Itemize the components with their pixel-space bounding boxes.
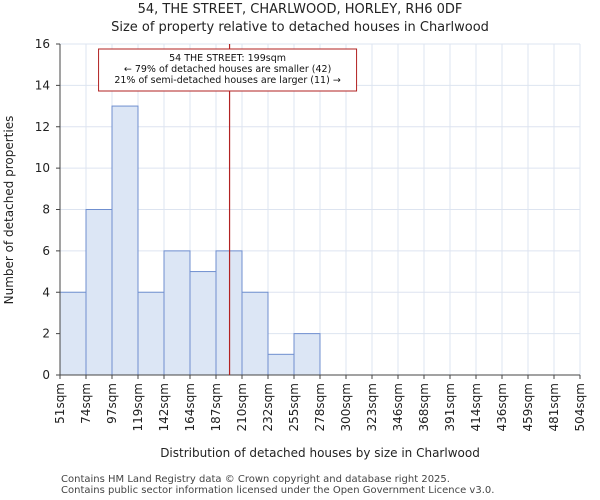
x-tick-label: 278sqm: [313, 383, 327, 431]
bar-74sqm: [85, 209, 113, 376]
y-tick-label: 0: [42, 368, 50, 382]
footer-copyright: Contains HM Land Registry data © Crown c…: [61, 474, 450, 485]
bar-51sqm: [59, 291, 87, 376]
y-axis-label: Number of detached properties: [2, 116, 16, 305]
x-tick-label: 481sqm: [547, 383, 561, 431]
x-tick-label: 323sqm: [365, 383, 379, 431]
x-tick-label: 255sqm: [287, 383, 301, 431]
y-tick-label: 2: [42, 327, 50, 341]
x-tick-label: 51sqm: [53, 383, 67, 424]
annotation-line: 21% of semi-detached houses are larger (…: [114, 75, 341, 86]
bar-119sqm: [137, 291, 165, 376]
x-tick-label: 142sqm: [157, 383, 171, 431]
x-tick-label: 187sqm: [209, 383, 223, 431]
y-tick-label: 14: [35, 78, 50, 92]
footer-licence: Contains public sector information licen…: [61, 485, 495, 496]
annotation-line: 54 THE STREET: 199sqm: [169, 53, 286, 64]
bar-210sqm: [241, 291, 269, 376]
bar-97sqm: [111, 105, 139, 376]
bar-142sqm: [163, 250, 191, 376]
x-tick-label: 232sqm: [261, 383, 275, 431]
plot-area: 0 2 4 6 8 10 12 14 16 51sqm 74sqm 97sqm 119sqm 142sqm…: [35, 37, 587, 431]
x-tick-label: 368sqm: [417, 383, 431, 431]
x-tick-label: 300sqm: [339, 383, 353, 431]
bar-164sqm: [189, 271, 217, 376]
x-tick-label: 436sqm: [495, 383, 509, 431]
y-tick-label: 6: [42, 244, 50, 258]
bar-232sqm: [267, 353, 295, 376]
x-tick-label: 414sqm: [469, 383, 483, 431]
x-tick-label: 119sqm: [131, 383, 145, 431]
x-tick-label: 210sqm: [235, 383, 249, 431]
x-tick-label: 97sqm: [105, 383, 119, 424]
x-tick-label: 164sqm: [183, 383, 197, 431]
y-tick-label: 8: [42, 203, 50, 217]
x-tick-label: 346sqm: [391, 383, 405, 431]
chart-title: 54, THE STREET, CHARLWOOD, HORLEY, RH6 0…: [138, 2, 463, 17]
annotation-line: ← 79% of detached houses are smaller (42…: [124, 64, 331, 75]
y-tick-label: 10: [35, 161, 50, 175]
x-tick-label: 459sqm: [521, 383, 535, 431]
y-tick-label: 16: [35, 37, 50, 51]
chart-subtitle: Size of property relative to detached ho…: [111, 20, 489, 35]
x-tick-label: 391sqm: [443, 383, 457, 431]
bar-255sqm: [293, 333, 321, 376]
x-tick-label: 504sqm: [573, 383, 587, 431]
x-axis-label: Distribution of detached houses by size …: [160, 446, 480, 460]
y-tick-label: 12: [35, 120, 50, 134]
x-tick-label: 74sqm: [79, 383, 93, 424]
annotation-box: [98, 48, 358, 92]
y-tick-label: 4: [42, 285, 50, 299]
